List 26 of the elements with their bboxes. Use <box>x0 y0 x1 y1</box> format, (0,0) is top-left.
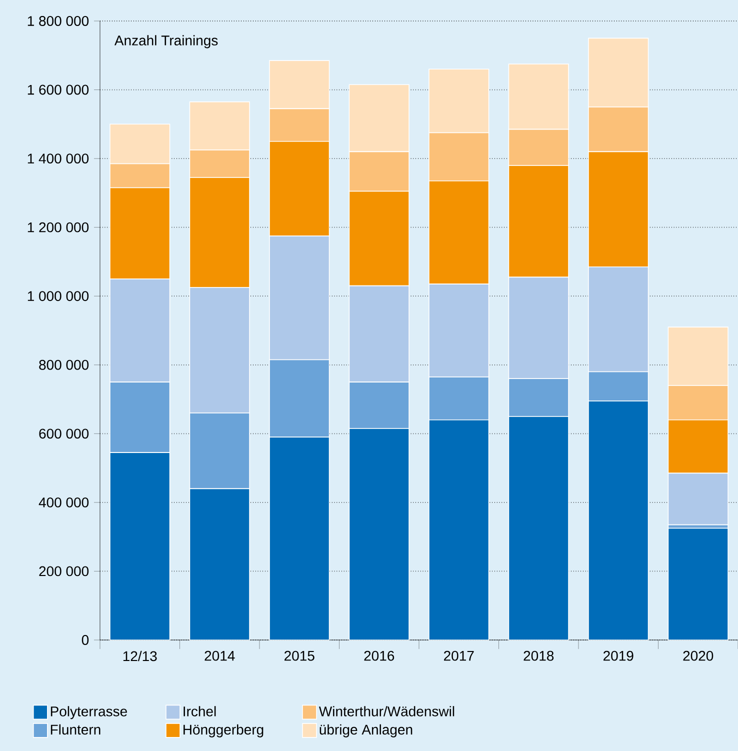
y-tick-label: 800 000 <box>38 360 88 370</box>
x-tick-label: 12/13 <box>123 650 157 662</box>
y-tick-label: 1 400 000 <box>28 154 88 164</box>
y-tick-label: 1 600 000 <box>28 84 88 95</box>
x-tick-label: 2020 <box>683 650 713 661</box>
x-tick-label: 2019 <box>603 650 634 661</box>
y-tick-label: 200 000 <box>39 566 88 576</box>
y-tick-label: 0 <box>82 635 88 645</box>
legend-label: Polyterrasse <box>50 706 127 720</box>
y-tick-label: 1 800 000 <box>28 16 88 26</box>
legend-label: übrige Anlagen <box>320 724 412 738</box>
x-tick-label: 2015 <box>284 650 314 661</box>
y-tick-label: 1 000 000 <box>28 291 88 302</box>
legend-label: Winterthur/Wädenswil <box>318 706 454 716</box>
y-axis-title: Anzahl Trainings <box>114 35 218 48</box>
y-tick-label: 600 000 <box>39 428 88 439</box>
legend-label: Fluntern <box>50 724 100 735</box>
y-tick-label: 400 000 <box>38 497 88 508</box>
x-tick-label: 2018 <box>524 650 554 661</box>
x-tick-label: 2017 <box>444 650 474 661</box>
y-tick-label: 1 200 000 <box>28 222 88 232</box>
x-tick-label: 2016 <box>364 650 394 661</box>
bar <box>668 528 728 640</box>
legend-label: Hönggerberg <box>183 724 263 738</box>
legend-label: Irchel <box>183 706 216 716</box>
x-tick-label: 2014 <box>204 650 235 661</box>
